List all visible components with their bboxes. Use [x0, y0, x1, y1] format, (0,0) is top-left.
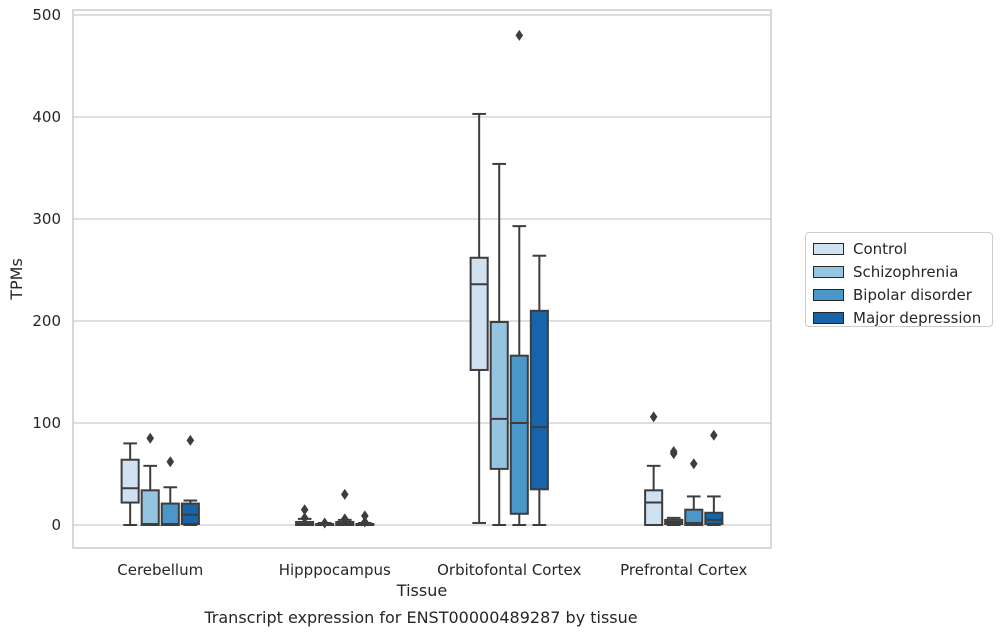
- x-tick-label: Hipppocampus: [279, 561, 391, 579]
- box-major-depression-2: [529, 254, 549, 526]
- outlier-point: [361, 510, 369, 522]
- outlier-point: [300, 504, 309, 516]
- legend-swatch-schizophrenia: [813, 265, 844, 278]
- outlier-point: [669, 448, 678, 460]
- y-tick-labels: 0 100 200 300 400 500: [32, 6, 61, 534]
- y-tick-label: 500: [32, 6, 61, 24]
- x-tick-label: Prefrontal Cortex: [620, 561, 747, 579]
- legend-item-bipolar-disorder: Bipolar disorder: [813, 283, 992, 306]
- iqr-box: [160, 502, 180, 526]
- iqr-box: [140, 489, 160, 527]
- box-schizophrenia-3: [664, 446, 684, 526]
- legend-item-control: Control: [813, 237, 992, 260]
- iqr-box: [529, 309, 549, 491]
- box-schizophrenia-1: [315, 517, 335, 529]
- plot-area-frame: [72, 9, 772, 549]
- outlier-point: [146, 432, 155, 444]
- legend-label-schizophrenia: Schizophrenia: [853, 262, 959, 281]
- legend-label-major-depression: Major depression: [853, 308, 982, 327]
- x-tick-label: Orbitofontal Cortex: [437, 561, 581, 579]
- outlier-point: [340, 513, 349, 525]
- legend: Control Schizophrenia Bipolar disorder M…: [805, 232, 993, 327]
- x-axis-label: Tissue: [396, 581, 447, 600]
- iqr-box: [120, 458, 140, 504]
- box-major-depression-0: [180, 434, 200, 526]
- iqr-box: [684, 508, 704, 527]
- chart-title: Transcript expression for ENST0000048928…: [203, 608, 637, 627]
- legend-swatch-major-depression: [813, 311, 844, 324]
- iqr-box: [509, 354, 529, 515]
- outlier-point: [710, 429, 718, 441]
- box-bipolar-disorder-3: [684, 458, 704, 527]
- x-tick-label: Cerebellum: [117, 561, 203, 579]
- legend-swatch-control: [813, 242, 844, 255]
- y-tick-label: 400: [32, 108, 61, 126]
- box-control-0: [120, 442, 140, 526]
- y-axis-label: TPMs: [7, 258, 26, 301]
- y-tick-label: 0: [51, 516, 61, 534]
- legend-swatch-bipolar-disorder: [813, 288, 844, 301]
- outlier-point: [300, 512, 309, 524]
- outlier-point: [340, 488, 349, 500]
- outlier-point: [166, 456, 175, 468]
- outlier-point: [689, 458, 698, 470]
- box-major-depression-3: [704, 429, 724, 526]
- box-control-2: [469, 112, 489, 524]
- box-major-depression-1: [355, 510, 375, 528]
- iqr-box: [704, 511, 724, 525]
- y-tick-label: 200: [32, 312, 61, 330]
- outlier-point: [320, 517, 329, 529]
- box-bipolar-disorder-2: [509, 29, 529, 526]
- box-layer: [120, 29, 724, 529]
- iqr-box: [180, 502, 200, 525]
- y-tick-label: 300: [32, 210, 61, 228]
- box-control-1: [295, 504, 315, 527]
- outlier-point: [649, 411, 658, 423]
- legend-label-control: Control: [853, 239, 908, 258]
- box-schizophrenia-0: [140, 432, 160, 527]
- box-bipolar-disorder-0: [160, 456, 180, 526]
- legend-item-major-depression: Major depression: [813, 306, 992, 329]
- y-tick-label: 100: [32, 414, 61, 432]
- box-schizophrenia-2: [489, 162, 509, 526]
- gridlines: [73, 14, 771, 526]
- box-bipolar-disorder-1: [335, 488, 355, 527]
- outlier-point: [186, 434, 195, 446]
- outlier-point: [361, 516, 369, 528]
- box-control-3: [644, 411, 664, 527]
- iqr-box: [489, 321, 509, 470]
- outlier-point: [515, 29, 524, 41]
- x-tick-labels: Cerebellum Hipppocampus Orbitofontal Corte…: [117, 561, 747, 579]
- iqr-box: [469, 256, 489, 371]
- legend-label-bipolar-disorder: Bipolar disorder: [853, 285, 972, 304]
- legend-item-schizophrenia: Schizophrenia: [813, 260, 992, 283]
- iqr-box: [644, 489, 664, 527]
